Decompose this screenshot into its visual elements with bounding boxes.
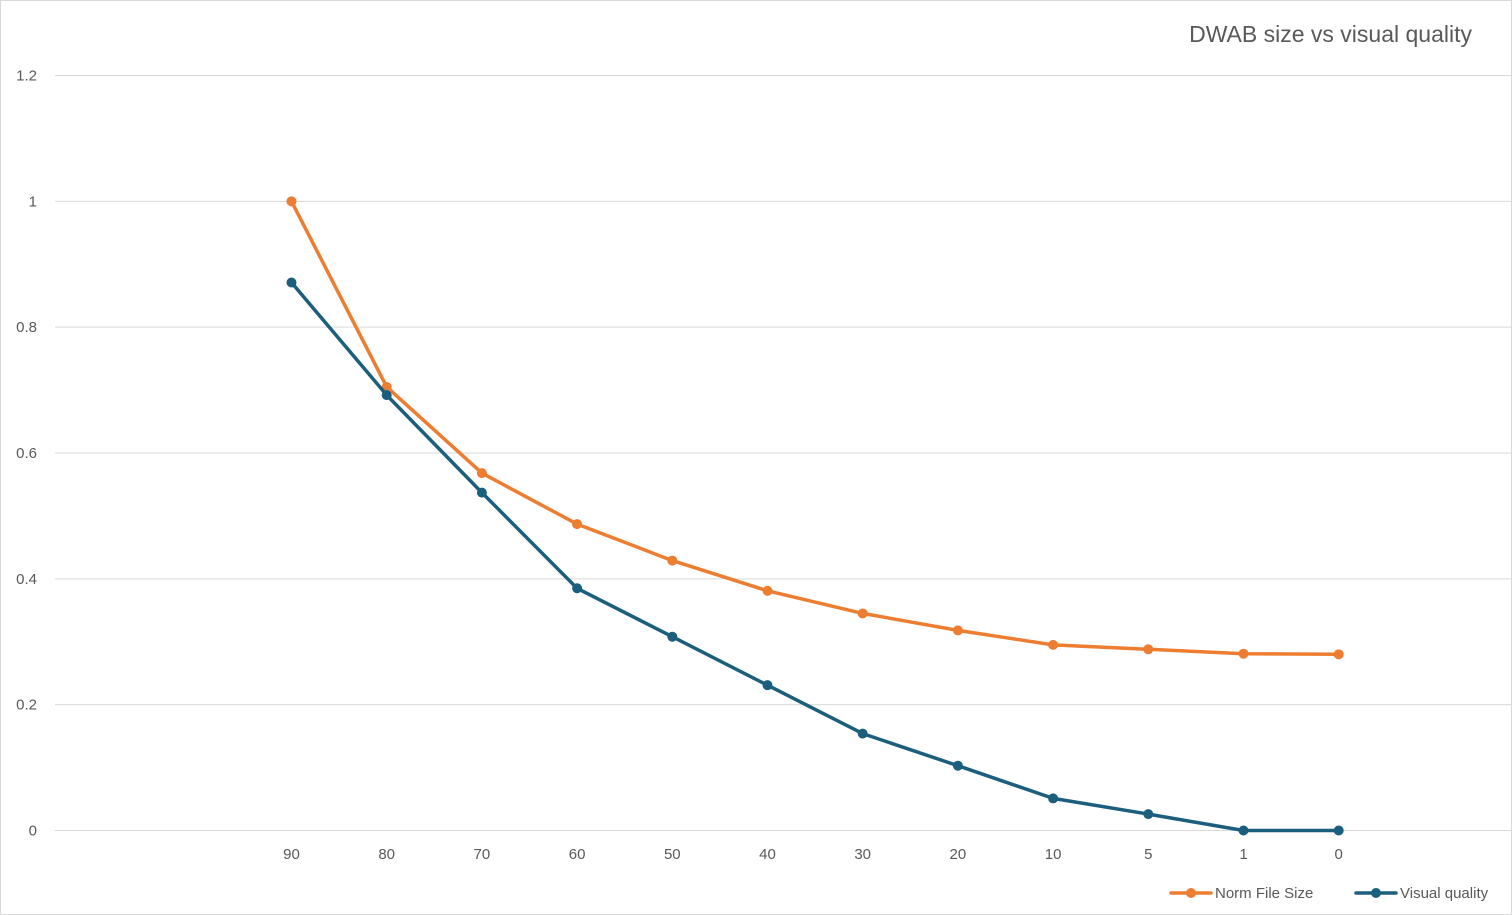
data-point xyxy=(952,760,963,771)
y-tick-label: 0.8 xyxy=(16,319,37,336)
series-line xyxy=(289,280,1341,833)
y-tick-label: 1 xyxy=(29,193,37,210)
y-tick-label: 0.2 xyxy=(16,697,37,714)
data-point xyxy=(1333,649,1344,660)
x-tick-label: 10 xyxy=(1045,846,1062,863)
data-point xyxy=(762,585,773,596)
data-point xyxy=(1333,825,1344,836)
data-point xyxy=(476,487,487,498)
data-point xyxy=(762,680,773,691)
x-tick-label: 1 xyxy=(1239,846,1247,863)
series-visual-quality xyxy=(286,277,1344,836)
y-tick-label: 1.2 xyxy=(16,68,37,85)
x-tick-label: 0 xyxy=(1335,846,1343,863)
data-point xyxy=(1238,825,1249,836)
data-point xyxy=(667,631,678,642)
chart-title: DWAB size vs visual quality xyxy=(1189,21,1472,47)
x-tick-label: 40 xyxy=(759,846,776,863)
data-point xyxy=(476,468,487,479)
legend-item: Norm File Size xyxy=(1169,885,1313,902)
legend-label: Norm File Size xyxy=(1215,885,1313,902)
data-point xyxy=(1143,809,1154,820)
legend-swatch-marker xyxy=(1186,888,1196,898)
legend: Norm File Size Visual quality xyxy=(1169,885,1489,902)
y-axis-ticks: 0 0.2 0.4 0.6 0.8 1 1.2 xyxy=(16,68,37,840)
x-tick-label: 70 xyxy=(474,846,491,863)
data-point xyxy=(857,728,868,739)
data-point xyxy=(952,625,963,636)
x-tick-label: 20 xyxy=(950,846,967,863)
y-tick-label: 0.4 xyxy=(16,571,37,588)
data-point xyxy=(1143,644,1154,655)
y-tick-label: 0 xyxy=(29,823,37,840)
x-tick-label: 30 xyxy=(854,846,871,863)
data-point xyxy=(286,196,297,207)
data-point xyxy=(572,583,583,594)
y-tick-label: 0.6 xyxy=(16,445,37,462)
legend-item: Visual quality xyxy=(1354,885,1489,902)
data-point xyxy=(1238,648,1249,659)
x-tick-label: 5 xyxy=(1144,846,1152,863)
legend-swatch-marker xyxy=(1371,888,1381,898)
gridlines xyxy=(55,75,1512,831)
data-point xyxy=(381,390,392,401)
x-tick-label: 50 xyxy=(664,846,681,863)
legend-label: Visual quality xyxy=(1400,885,1489,902)
x-tick-label: 60 xyxy=(569,846,586,863)
data-point xyxy=(667,555,678,566)
data-point xyxy=(1048,793,1059,804)
series-line xyxy=(289,199,1341,657)
x-axis-ticks: 90 80 70 60 50 40 30 20 10 5 1 0 xyxy=(283,846,1343,863)
data-point xyxy=(286,277,297,288)
x-tick-label: 90 xyxy=(283,846,300,863)
data-point xyxy=(572,519,583,530)
data-point xyxy=(1048,639,1059,650)
series-norm-file-size xyxy=(286,196,1344,660)
series-layer xyxy=(286,196,1344,836)
data-point xyxy=(857,608,868,619)
x-tick-label: 80 xyxy=(378,846,395,863)
